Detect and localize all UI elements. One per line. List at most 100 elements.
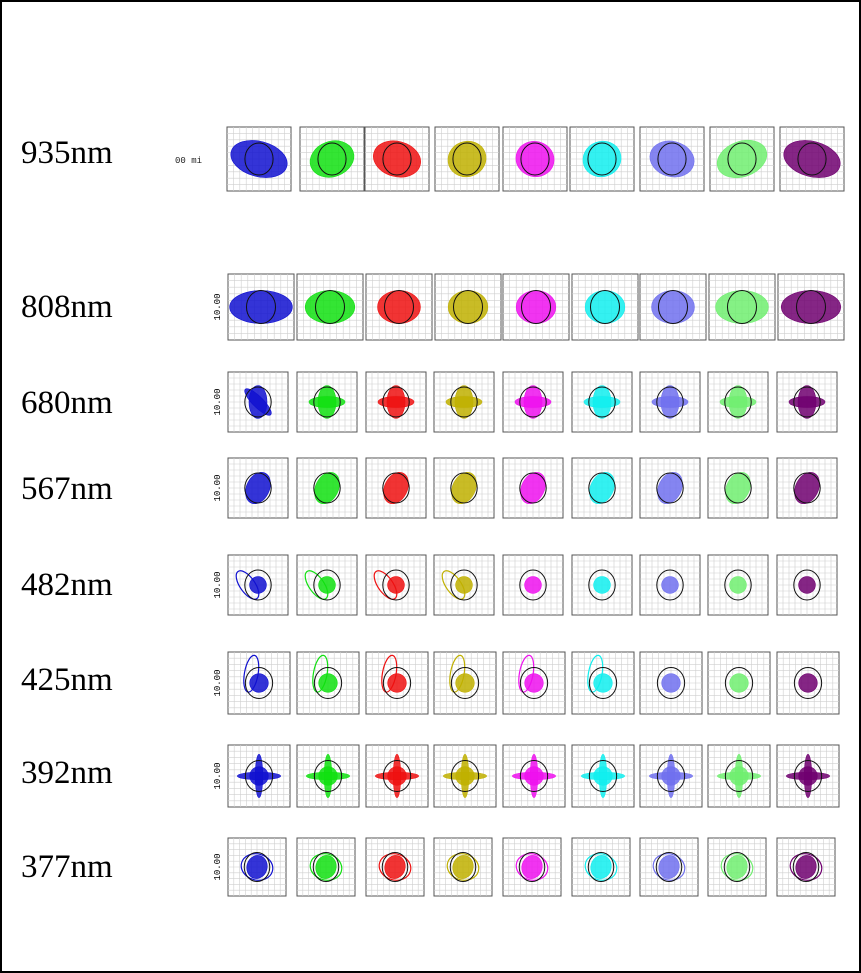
spot-panel: 10.00: [213, 371, 289, 433]
spot-blob: [780, 290, 841, 324]
spot-panel: [571, 457, 633, 519]
spot-blob: [715, 290, 769, 324]
spot-blob: [384, 855, 406, 879]
airy-circle: [519, 386, 547, 418]
spot-panel: [364, 126, 430, 192]
spot-panel: [639, 744, 703, 808]
airy-circle: [313, 386, 341, 418]
airy-circle: [588, 472, 616, 504]
spot-panel: [639, 837, 699, 897]
airy-circle: [793, 386, 821, 418]
airy-circle: [382, 142, 412, 176]
spot-panel: [709, 126, 775, 192]
spot-blob: [524, 576, 542, 594]
spot-blob: [584, 853, 618, 881]
spot-panel: [707, 457, 769, 519]
airy-circle: [452, 290, 484, 324]
spot-panel: [639, 651, 703, 715]
airy-circle: [519, 472, 547, 504]
airy-circle: [587, 142, 617, 176]
scale-label: 10.00: [213, 571, 223, 598]
airy-circle: [382, 569, 410, 601]
scale-label: 10.00: [213, 669, 223, 696]
airy-circle: [724, 569, 752, 601]
airy-circle: [587, 852, 615, 882]
airy-circle: [244, 667, 274, 699]
spot-blob: [582, 140, 622, 178]
airy-circle: [382, 386, 410, 418]
spot-panel: [639, 126, 705, 192]
airy-circle: [656, 569, 684, 601]
airy-circle: [449, 852, 477, 882]
airy-circle: [793, 472, 821, 504]
airy-circle: [724, 760, 754, 792]
spot-panel: [433, 744, 497, 808]
spot-panel: [502, 126, 568, 192]
spot-panel: [776, 744, 840, 808]
spot-blob: [446, 853, 480, 881]
spot-panel: [777, 273, 845, 341]
spot-blob: [795, 855, 817, 879]
airy-circle: [243, 852, 271, 882]
spot-panel: 10.00: [213, 273, 295, 341]
airy-circle: [314, 290, 346, 324]
airy-circle: [450, 569, 478, 601]
airy-circle: [450, 760, 480, 792]
spot-blob: [798, 576, 816, 594]
airy-circle: [519, 667, 549, 699]
spot-panel: [433, 457, 495, 519]
spot-panel: [433, 554, 495, 616]
airy-circle: [313, 760, 343, 792]
airy-circle: [313, 569, 341, 601]
spot-panel: [502, 273, 570, 341]
airy-circle: [450, 667, 480, 699]
spot-panel: [365, 651, 429, 715]
spot-panel: [639, 457, 701, 519]
spot-blob: [244, 388, 272, 416]
spot-blob: [514, 396, 552, 408]
spot-blob: [783, 140, 841, 178]
airy-circle: [383, 290, 415, 324]
airy-circle: [724, 386, 752, 418]
spot-panel: [434, 126, 500, 192]
spot-blob: [314, 471, 340, 505]
spot-blob: [451, 471, 477, 505]
spot-panel: [707, 651, 771, 715]
spot-blob: [661, 576, 679, 594]
spot-blob: [729, 673, 749, 693]
spot-blob: [387, 673, 407, 693]
spot-blob: [716, 771, 761, 781]
spot-blob: [237, 771, 282, 781]
spot-blob: [515, 140, 555, 178]
airy-circle: [382, 760, 412, 792]
spot-blob: [240, 853, 274, 881]
spot-blob: [235, 570, 260, 600]
airy-circle: [382, 472, 410, 504]
spot-panel: [776, 554, 838, 616]
spot-blob: [377, 396, 415, 408]
airy-circle: [317, 142, 347, 176]
spot-panel: [502, 744, 566, 808]
spot-blob: [524, 673, 544, 693]
spot-panel: [365, 837, 425, 897]
spot-panel: [707, 371, 769, 433]
spot-blob: [318, 673, 338, 693]
airy-circle: [244, 386, 272, 418]
spot-panel: [365, 744, 429, 808]
wavelength-label-680: 680nm: [21, 385, 113, 421]
scale-label: 10.00: [213, 853, 223, 880]
spot-panel: 10.00: [213, 554, 289, 616]
spot-blob: [789, 853, 823, 881]
airy-circle: [313, 667, 343, 699]
airy-circle: [312, 852, 340, 882]
wavelength-label-392: 392nm: [21, 755, 113, 791]
spot-blob: [716, 139, 768, 179]
spot-panel: [296, 554, 358, 616]
spot-blob: [374, 771, 419, 781]
spot-blob: [794, 471, 820, 505]
spot-panel: [571, 273, 639, 341]
spot-blob: [593, 576, 611, 594]
spot-blob: [515, 853, 549, 881]
spot-panel: [708, 273, 776, 341]
airy-circle: [244, 760, 274, 792]
